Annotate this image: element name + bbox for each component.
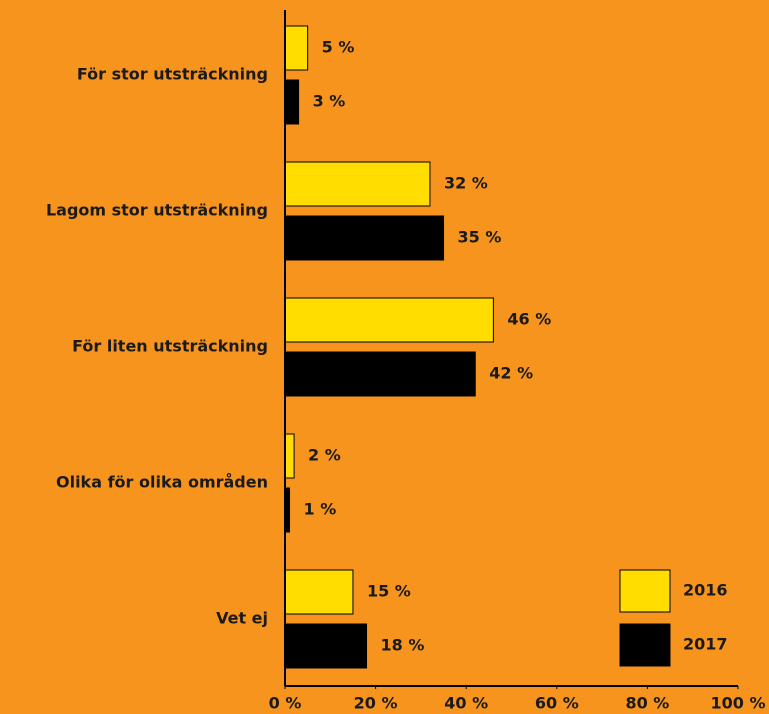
bar [284,297,494,343]
bar [284,623,368,669]
value-label: 1 % [304,500,337,519]
bar [284,433,295,479]
legend-label: 2016 [683,581,728,600]
value-label: 5 % [322,38,355,57]
bar [284,25,309,71]
bar [284,161,431,207]
x-tick-label: 80 % [625,694,669,713]
value-label: 15 % [367,582,411,601]
bar [284,215,445,261]
bar [284,569,354,615]
value-label: 3 % [313,92,346,111]
bar [284,79,300,125]
legend-swatch [619,623,671,667]
value-label: 32 % [444,174,488,193]
x-tick-label: 20 % [354,694,398,713]
x-tick-label: 60 % [535,694,579,713]
legend-swatch [619,569,671,613]
category-label: Vet ej [216,609,268,628]
value-label: 35 % [458,228,502,247]
x-tick-label: 100 % [711,694,766,713]
category-label: För stor utsträckning [77,65,268,84]
value-label: 46 % [507,310,551,329]
x-tick-label: 0 % [269,694,302,713]
x-tick-label: 40 % [444,694,488,713]
value-label: 18 % [381,636,425,655]
value-label: 2 % [308,446,341,465]
bar [284,351,476,397]
category-label: För liten utsträckning [72,337,268,356]
category-label: Lagom stor utsträckning [46,201,268,220]
category-label: Olika för olika områden [56,473,268,492]
legend-label: 2017 [683,635,728,654]
value-label: 42 % [489,364,533,383]
